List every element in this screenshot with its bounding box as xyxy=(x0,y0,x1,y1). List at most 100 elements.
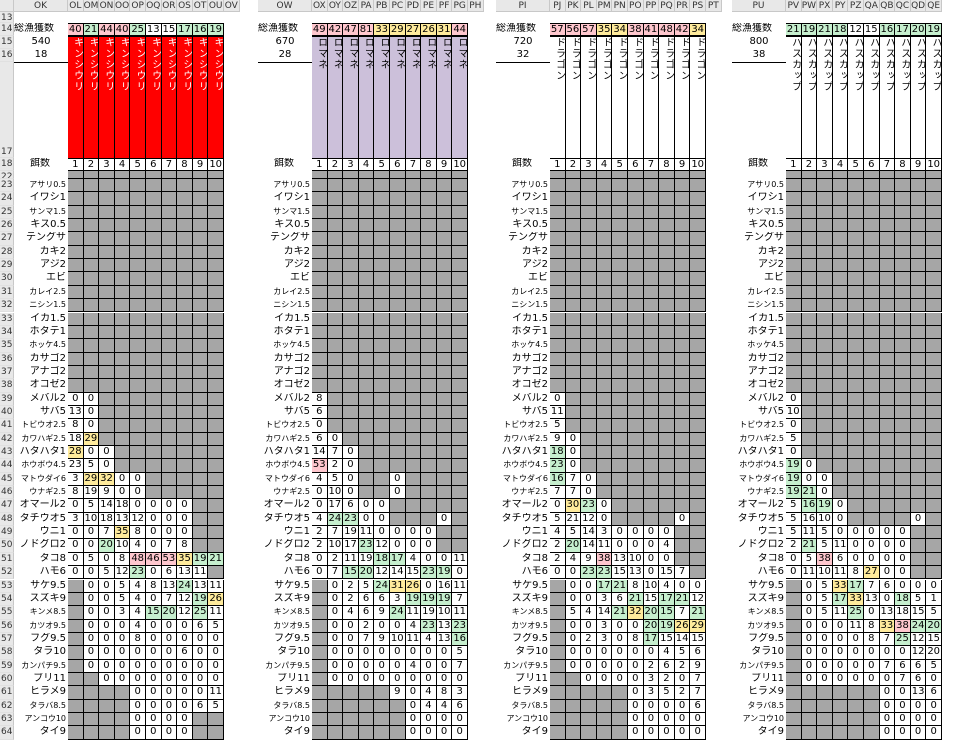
catch-value-cell[interactable]: 32 xyxy=(628,606,644,620)
grid-cell[interactable] xyxy=(130,419,146,433)
catch-value-cell[interactable]: 13 xyxy=(161,579,178,593)
grid-cell[interactable] xyxy=(596,713,613,727)
grid-cell[interactable] xyxy=(130,325,146,340)
grid-cell[interactable] xyxy=(177,419,193,433)
grid-cell[interactable] xyxy=(114,392,131,406)
catch-value-cell[interactable]: 0 xyxy=(146,566,162,580)
catch-value-cell[interactable]: 4 xyxy=(565,552,582,567)
catch-value-cell[interactable]: 6 xyxy=(910,672,927,687)
catch-value-cell[interactable]: 0 xyxy=(581,592,597,607)
grid-cell[interactable] xyxy=(596,299,613,313)
catch-value-cell[interactable]: 0 xyxy=(910,713,927,727)
catch-value-cell[interactable]: 0 xyxy=(99,659,115,673)
catch-value-cell[interactable]: 0 xyxy=(612,672,628,687)
grid-cell[interactable] xyxy=(146,299,162,313)
grid-cell[interactable] xyxy=(343,312,359,326)
grid-cell[interactable] xyxy=(596,192,613,206)
column-header-pz[interactable]: PZ xyxy=(848,0,864,12)
grid-cell[interactable] xyxy=(690,352,706,366)
catch-value-cell[interactable]: 17 xyxy=(327,499,344,513)
grid-cell[interactable] xyxy=(848,352,864,366)
grid-cell[interactable] xyxy=(690,245,706,260)
grid-cell[interactable] xyxy=(864,299,880,313)
grid-cell[interactable] xyxy=(99,299,115,313)
catch-value-cell[interactable]: 0 xyxy=(832,672,849,687)
catch-value-cell[interactable]: 0 xyxy=(674,579,691,593)
catch-value-cell[interactable]: 0 xyxy=(581,672,597,687)
catch-value-cell[interactable]: 0 xyxy=(161,499,178,513)
grid-cell[interactable] xyxy=(68,365,84,380)
grid-cell[interactable] xyxy=(390,512,406,527)
catch-value-cell[interactable]: 0 xyxy=(161,526,178,540)
grid-cell[interactable] xyxy=(390,272,406,286)
grid-cell[interactable] xyxy=(659,192,675,206)
grid-cell[interactable] xyxy=(114,365,131,380)
grid-cell[interactable] xyxy=(879,312,896,326)
grid-cell[interactable] xyxy=(612,339,628,353)
catch-value-cell[interactable]: 0 xyxy=(879,566,896,580)
grid-cell[interactable] xyxy=(83,672,100,687)
grid-cell[interactable] xyxy=(864,512,880,527)
grid-cell[interactable] xyxy=(596,432,613,446)
grid-cell[interactable] xyxy=(452,219,468,233)
grid-cell[interactable] xyxy=(358,325,375,340)
grid-cell[interactable] xyxy=(405,219,422,233)
grid-cell[interactable] xyxy=(390,726,406,740)
grid-cell[interactable] xyxy=(312,686,328,700)
catch-value-cell[interactable]: 0 xyxy=(192,646,209,660)
catch-value-cell[interactable]: 0 xyxy=(786,566,802,580)
catch-value-cell[interactable]: 0 xyxy=(786,552,802,567)
grid-cell[interactable] xyxy=(674,419,691,433)
grid-cell[interactable] xyxy=(801,205,818,220)
grid-cell[interactable] xyxy=(83,179,100,193)
grid-cell[interactable] xyxy=(327,365,344,380)
column-header-pn[interactable]: PN xyxy=(612,0,628,12)
catch-value-cell[interactable]: 20 xyxy=(643,619,660,633)
catch-value-cell[interactable]: 0 xyxy=(358,512,375,527)
grid-cell[interactable] xyxy=(68,312,84,326)
grid-cell[interactable] xyxy=(786,726,802,740)
grid-cell[interactable] xyxy=(786,352,802,366)
catch-value-cell[interactable]: 0 xyxy=(390,539,406,553)
catch-value-cell[interactable]: 14 xyxy=(581,539,597,553)
grid-cell[interactable] xyxy=(452,232,468,246)
grid-cell[interactable] xyxy=(452,205,468,220)
grid-cell[interactable] xyxy=(374,392,390,406)
catch-value-cell[interactable]: 0 xyxy=(550,499,566,513)
catch-value-cell[interactable]: 0 xyxy=(581,646,597,660)
catch-value-cell[interactable]: 6 xyxy=(612,592,628,607)
catch-value-cell[interactable]: 0 xyxy=(817,486,833,500)
grid-cell[interactable] xyxy=(436,179,453,193)
catch-value-cell[interactable]: 21 xyxy=(801,539,818,553)
grid-cell[interactable] xyxy=(114,205,131,220)
grid-cell[interactable] xyxy=(926,245,942,260)
catch-value-cell[interactable]: 8 xyxy=(130,632,146,647)
grid-cell[interactable] xyxy=(550,713,566,727)
grid-cell[interactable] xyxy=(374,285,390,300)
catch-value-cell[interactable]: 0 xyxy=(817,472,833,487)
grid-cell[interactable] xyxy=(628,405,644,420)
catch-value-cell[interactable]: 7 xyxy=(161,539,178,553)
catch-value-cell[interactable]: 19 xyxy=(421,592,437,607)
grid-cell[interactable] xyxy=(68,713,84,727)
grid-cell[interactable] xyxy=(327,272,344,286)
catch-value-cell[interactable]: 6 xyxy=(374,592,390,607)
grid-cell[interactable] xyxy=(628,232,644,246)
grid-cell[interactable] xyxy=(312,699,328,713)
catch-value-cell[interactable]: 0 xyxy=(177,526,193,540)
catch-value-cell[interactable]: 29 xyxy=(83,432,100,446)
catch-value-cell[interactable]: 0 xyxy=(343,486,359,500)
grid-cell[interactable] xyxy=(690,405,706,420)
grid-cell[interactable] xyxy=(405,352,422,366)
catch-value-cell[interactable]: 29 xyxy=(690,619,706,633)
grid-cell[interactable] xyxy=(659,285,675,300)
grid-cell[interactable] xyxy=(146,219,162,233)
row-number-46[interactable]: 46 xyxy=(0,486,14,500)
grid-cell[interactable] xyxy=(674,365,691,380)
grid-cell[interactable] xyxy=(550,232,566,246)
grid-cell[interactable] xyxy=(312,205,328,220)
grid-cell[interactable] xyxy=(208,205,224,220)
row-number-51[interactable]: 51 xyxy=(0,552,14,567)
catch-value-cell[interactable]: 0 xyxy=(130,672,146,687)
grid-cell[interactable] xyxy=(312,619,328,633)
